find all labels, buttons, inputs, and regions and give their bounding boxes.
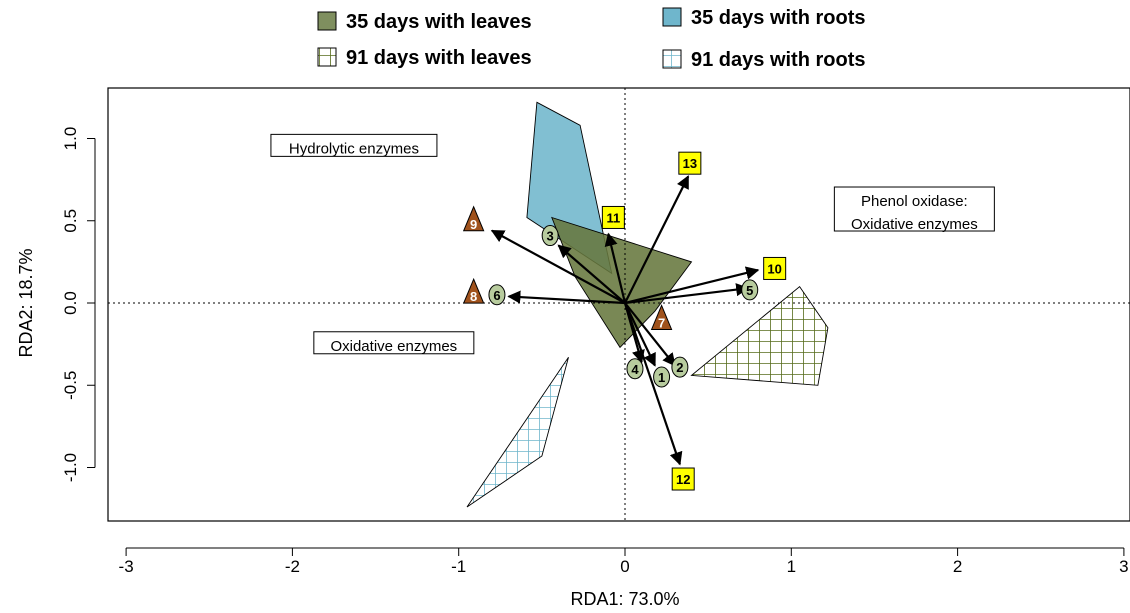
hull-polygon — [690, 285, 829, 386]
annotation-layer: Hydrolytic enzymes Phenol oxidase: Oxidati… — [270, 133, 995, 355]
point-label: 5 — [746, 283, 753, 298]
site-point-marker — [650, 304, 673, 330]
annotation-text: Oxidative enzymes — [851, 216, 978, 233]
vector-arrow — [624, 266, 760, 305]
site-point-marker — [462, 205, 485, 232]
x-tick-label: -3 — [119, 557, 134, 576]
legend-swatch — [317, 47, 337, 67]
annotation-box — [833, 186, 995, 232]
point-label: 7 — [658, 315, 665, 330]
point-label: 9 — [470, 217, 477, 232]
x-tick-label: 1 — [787, 557, 796, 576]
y-axis-title: RDA2: 18.7% — [16, 248, 36, 357]
plot-frame — [107, 87, 1130, 522]
vector-layer — [490, 175, 760, 466]
annotation-box — [313, 331, 475, 355]
point-label: 11 — [606, 210, 620, 225]
site-point-marker — [488, 284, 506, 306]
x-tick-label: -2 — [285, 557, 300, 576]
variable-point-marker — [601, 205, 625, 229]
x-tick-label: 3 — [1119, 557, 1128, 576]
x-axis-title: RDA1: 73.0% — [570, 589, 679, 609]
point-label: 4 — [631, 362, 639, 377]
legend-swatch — [662, 49, 682, 69]
legend-swatch — [662, 7, 682, 27]
x-tick-label: 0 — [620, 557, 629, 576]
site-point-marker — [741, 279, 759, 301]
x-tick-label: -1 — [451, 557, 466, 576]
point-label: 8 — [470, 289, 477, 304]
y-tick-label: 1.0 — [61, 127, 80, 151]
vector-arrow — [623, 302, 683, 466]
vector-arrow — [624, 302, 676, 367]
annotation-text: Oxidative enzymes — [330, 338, 457, 355]
point-label: 6 — [493, 288, 500, 303]
site-point-marker — [653, 366, 671, 388]
legend-label: 35 days with roots — [691, 7, 866, 29]
hull-polygon — [466, 357, 569, 508]
point-label: 12 — [676, 472, 690, 487]
y-tick-label: -1.0 — [61, 453, 80, 482]
y-tick-label: -0.5 — [61, 371, 80, 400]
variable-point-marker — [678, 151, 702, 175]
point-label: 1 — [658, 370, 665, 385]
annotation-box — [270, 133, 438, 157]
site-point-marker — [626, 358, 644, 380]
vector-arrow — [624, 283, 750, 305]
vector-arrow — [490, 229, 626, 304]
point-label: 10 — [767, 261, 781, 276]
site-point-marker — [671, 356, 689, 378]
vector-arrow — [557, 244, 626, 304]
point-label: 2 — [676, 360, 683, 375]
x-tick-label: 2 — [953, 557, 962, 576]
point-label: 3 — [547, 229, 554, 244]
annotation-text: Hydrolytic enzymes — [289, 140, 419, 157]
point-label: 13 — [683, 156, 697, 171]
vector-arrow — [624, 302, 656, 367]
y-tick-label: 0.0 — [61, 291, 80, 315]
legend-label: 91 days with leaves — [346, 47, 532, 69]
site-point-marker — [462, 277, 485, 304]
legend-label: 35 days with leaves — [346, 11, 532, 33]
site-point-marker — [541, 225, 559, 247]
variable-point-marker — [763, 256, 787, 280]
legend-swatch — [317, 11, 337, 31]
variable-point-marker — [671, 467, 695, 491]
y-tick-label: 0.5 — [61, 209, 80, 233]
legend: 35 days with leaves 35 days with roots 91 … — [317, 7, 866, 71]
vector-arrow — [604, 232, 627, 304]
legend-label: 91 days with roots — [691, 49, 866, 71]
vector-arrow — [624, 175, 690, 304]
hull-layer — [466, 101, 829, 508]
vector-arrow — [507, 290, 626, 305]
annotation-text: Phenol oxidase: — [861, 193, 968, 210]
